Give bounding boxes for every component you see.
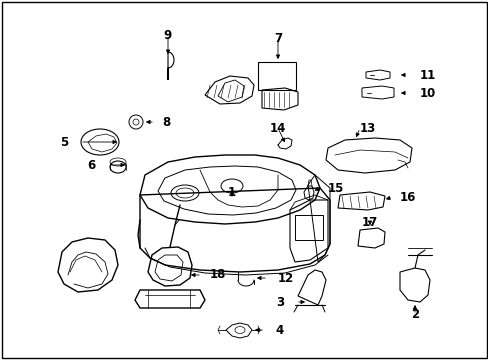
Text: 11: 11: [419, 68, 435, 81]
Text: 6: 6: [87, 158, 96, 171]
Bar: [258, 62, 295, 90]
Bar: [294, 215, 323, 240]
Text: 14: 14: [269, 122, 285, 135]
Text: 13: 13: [359, 122, 375, 135]
Text: 4: 4: [274, 324, 283, 337]
Text: 5: 5: [60, 135, 68, 149]
Text: 16: 16: [399, 190, 415, 203]
Text: 17: 17: [361, 216, 377, 229]
Text: 7: 7: [273, 32, 282, 45]
Text: 9: 9: [163, 28, 172, 41]
Text: 15: 15: [327, 181, 344, 194]
Text: 12: 12: [278, 271, 294, 284]
Text: 18: 18: [209, 269, 226, 282]
Text: 2: 2: [410, 309, 418, 321]
Text: 1: 1: [227, 185, 236, 198]
Text: 8: 8: [162, 116, 170, 129]
Text: 10: 10: [419, 86, 435, 99]
Text: 3: 3: [275, 296, 284, 309]
